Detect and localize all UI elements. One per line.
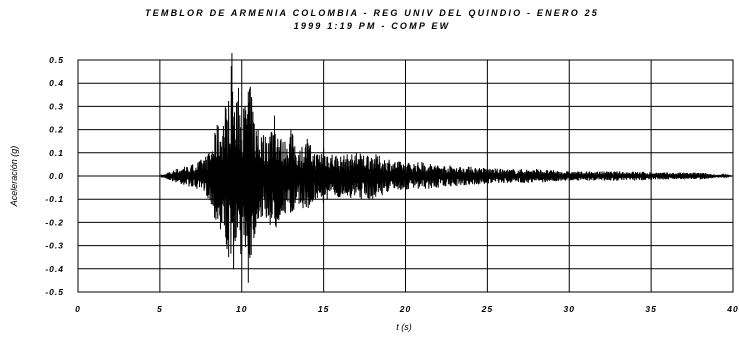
y-tick-label: -0.5: [45, 287, 64, 297]
y-tick-label: 0.4: [49, 78, 64, 88]
x-tick-labels: 0 5 10 15 20 25 30 35 40: [75, 304, 738, 314]
y-tick-label: 0.5: [49, 55, 64, 65]
x-tick-label: 10: [236, 304, 247, 314]
y-tick-label: -0.3: [45, 241, 64, 251]
x-tick-label: 20: [399, 304, 411, 314]
x-tick-label: 30: [564, 304, 575, 314]
acceleration-trace: [78, 53, 733, 283]
y-tick-label: 0.1: [49, 148, 64, 158]
chart-title-line-2: 1999 1:19 PM - COMP EW: [294, 21, 451, 31]
x-axis-label: t (s): [396, 322, 412, 332]
y-tick-label: 0.0: [49, 171, 64, 181]
x-tick-label: 15: [318, 304, 329, 314]
acceleration-series-line: [78, 66, 733, 270]
x-tick-label: 25: [481, 304, 493, 314]
y-axis-label: Aceleración (g): [9, 146, 19, 208]
y-tick-label: -0.2: [45, 217, 64, 227]
y-tick-label: 0.2: [49, 125, 64, 135]
x-tick-label: 0: [75, 304, 81, 314]
x-tick-label: 5: [157, 304, 163, 314]
y-tick-labels: 0.5 0.4 0.3 0.2 0.1 0.0 -0.1 -0.2 -0.3 -0.4 -0.5: [45, 55, 64, 297]
plot-frame: [77, 59, 734, 293]
chart-title-line-1: TEMBLOR DE ARMENIA COLOMBIA - REG UNIV D…: [145, 8, 599, 18]
y-tick-label: 0.3: [49, 101, 64, 111]
x-tick-label: 35: [645, 304, 656, 314]
y-tick-label: -0.4: [45, 264, 64, 274]
x-tick-label: 40: [726, 304, 738, 314]
y-tick-label: -0.1: [45, 194, 64, 204]
